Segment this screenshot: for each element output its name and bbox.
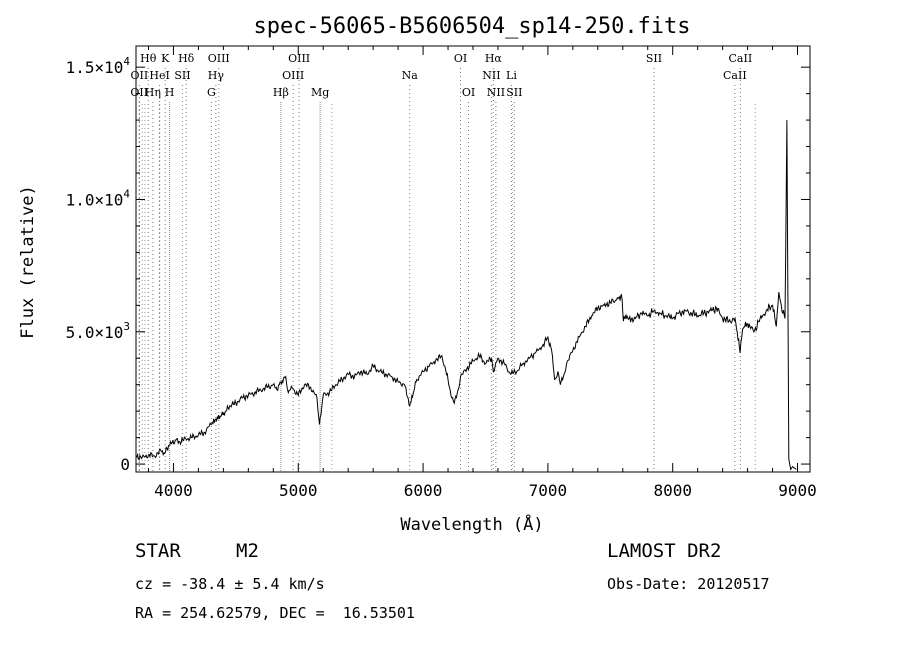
chart-title: spec-56065-B5606504_sp14-250.fits (253, 14, 690, 39)
y-axis-label: Flux (relative) (18, 185, 38, 339)
spectral-line-label: H (165, 86, 175, 99)
spectral-line-label: NII (482, 69, 500, 82)
y-tick-label: 1.0×104 (66, 187, 131, 209)
spectral-line-label: K (161, 52, 170, 65)
spectral-line-label: Na (402, 69, 419, 82)
spectral-line-label: G (207, 86, 216, 99)
spectral-line-label: OI (454, 52, 467, 65)
coordinates: RA = 254.62579, DEC = 16.53501 (135, 604, 415, 622)
spectral-line-markers: Hθ K Hδ OIII OIII OI Hα SII CaII OII HeI SII Hγ OIII N… (130, 52, 756, 472)
spectral-line-label: Mg (311, 86, 329, 99)
plot-frame (135, 45, 811, 473)
spectral-line-label: HeI (149, 69, 169, 82)
spectral-line-label: Li (506, 69, 517, 82)
spectral-line-label: SII (174, 69, 190, 82)
spectral-line-label: OIII (208, 52, 230, 65)
spectral-line-label: Hγ (208, 69, 225, 82)
y-tick-label: 1.5×104 (66, 55, 131, 77)
object-class: STAR (135, 540, 181, 562)
x-axis-label: Wavelength (Å) (400, 513, 543, 535)
spectral-line-label: Hδ (178, 52, 195, 65)
y-axis: 0 5.0×103 1.0×104 1.5×104 (66, 55, 810, 474)
x-tick-label: 4000 (154, 481, 193, 500)
survey-name: LAMOST DR2 (607, 540, 722, 562)
spectrum-line (135, 120, 797, 471)
observation-date: Obs-Date: 20120517 (607, 575, 770, 593)
y-tick-label: 5.0×103 (66, 320, 130, 342)
spectrum-series (135, 120, 797, 471)
spectral-line-label: Hβ (273, 86, 289, 99)
x-tick-label: 6000 (404, 481, 443, 500)
spectral-line-label: SII (506, 86, 522, 99)
spectral-line-label: OIII (282, 69, 304, 82)
spectral-line-label: Hθ (140, 52, 157, 65)
object-subclass: M2 (236, 540, 259, 562)
x-tick-label: 8000 (653, 481, 692, 500)
y-tick-label: 0 (120, 455, 130, 474)
x-tick-label: 5000 (279, 481, 318, 500)
x-tick-label: 9000 (778, 481, 817, 500)
spectral-line-label: OII (131, 69, 149, 82)
spectral-line-label: Hα (485, 52, 503, 65)
redshift-cz: cz = -38.4 ± 5.4 km/s (135, 575, 325, 593)
spectral-line-label: OI (462, 86, 475, 99)
spectral-line-label: NII (487, 86, 505, 99)
spectral-line-label: OII (130, 86, 148, 99)
x-tick-label: 7000 (529, 481, 568, 500)
spectral-line-label: SII (646, 52, 662, 65)
spectral-line-label: CaII (729, 52, 753, 65)
spectral-line-label: OIII (288, 52, 310, 65)
x-axis: 4000 5000 6000 7000 8000 9000 (147, 46, 817, 500)
spectral-line-label: CaII (723, 69, 747, 82)
spectral-line-label: Hη (145, 86, 161, 99)
